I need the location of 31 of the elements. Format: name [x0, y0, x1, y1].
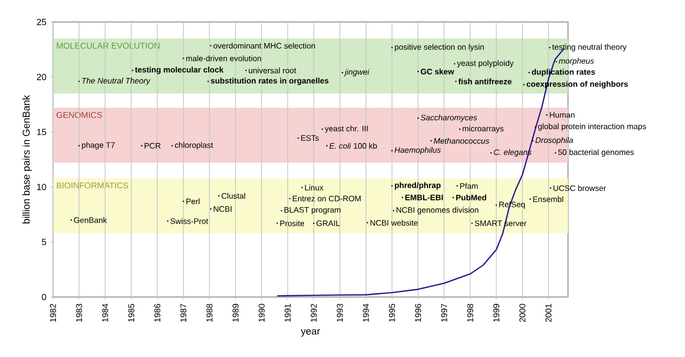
x-tick-label: 1983 — [76, 304, 82, 322]
x-tick-label: 1994 — [362, 304, 369, 322]
x-tick-label: 1991 — [284, 304, 291, 322]
x-tick-label: 1995 — [389, 304, 395, 322]
x-tick-label: 1985 — [128, 304, 134, 322]
y-tick-label: 0 — [42, 294, 46, 300]
band-label: BIOINFORMATICS — [56, 182, 128, 188]
x-tick-label: 1996 — [415, 304, 422, 322]
x-tick-label: 2001 — [545, 304, 552, 322]
y-tick-label: 20 — [36, 74, 46, 80]
x-tick-label: 1989 — [232, 304, 239, 322]
band-label: GENOMICS — [56, 112, 102, 118]
y-tick-label: 25 — [36, 18, 46, 26]
x-tick-label: 1988 — [206, 304, 212, 322]
x-tick-label: 1984 — [102, 304, 108, 322]
y-tick-label: 5 — [42, 238, 46, 246]
x-tick-label: 1998 — [467, 304, 474, 322]
band-label: MOLECULAR EVOLUTION — [56, 42, 160, 49]
x-tick-label: 1999 — [493, 304, 500, 322]
y-axis-title: billion base pairs in GenBank — [22, 94, 32, 224]
x-tick-label: 1987 — [180, 304, 186, 322]
y-tick-label: 10 — [37, 184, 46, 190]
x-tick-label: 1993 — [336, 304, 343, 322]
x-axis-title: year — [300, 329, 320, 337]
x-tick-label: 1982 — [50, 304, 56, 322]
x-tick-label: 2000 — [519, 304, 526, 322]
x-tick-label: 1997 — [441, 304, 448, 322]
x-tick-label: 1992 — [310, 304, 317, 322]
y-tick-label: 15 — [37, 128, 46, 136]
x-tick-label: 1990 — [258, 304, 265, 322]
x-tick-label: 1986 — [154, 304, 160, 322]
